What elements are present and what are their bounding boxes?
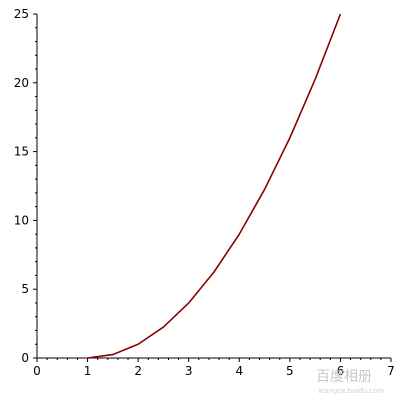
- x-tick-label: 1: [84, 364, 92, 378]
- watermark-subtext: xiangce.baidu.com: [318, 387, 385, 395]
- axes: [36, 14, 391, 359]
- x-tick-label: 5: [286, 364, 294, 378]
- x-tick-label: 6: [337, 364, 345, 378]
- watermark-text: 百度相册: [316, 369, 372, 385]
- x-tick-label: 2: [134, 364, 142, 378]
- y-tick-label: 5: [21, 282, 29, 296]
- y-tick-label: 20: [14, 76, 29, 90]
- y-tick-label: 15: [14, 145, 29, 159]
- series-line: [87, 13, 342, 359]
- y-tick-label: 10: [14, 213, 29, 227]
- ticks: 0 1 2 3 4 5 6 7 0 5 10 15 20 25: [14, 7, 395, 378]
- x-tick-label: 0: [33, 364, 41, 378]
- y-tick-label: 0: [21, 351, 29, 365]
- y-tick-label: 25: [14, 7, 29, 21]
- watermark: 百度相册 xiangce.baidu.com: [316, 369, 385, 395]
- series-layer: [87, 13, 342, 359]
- x-tick-label: 7: [387, 364, 395, 378]
- x-tick-label: 3: [185, 364, 193, 378]
- x-tick-label: 4: [235, 364, 243, 378]
